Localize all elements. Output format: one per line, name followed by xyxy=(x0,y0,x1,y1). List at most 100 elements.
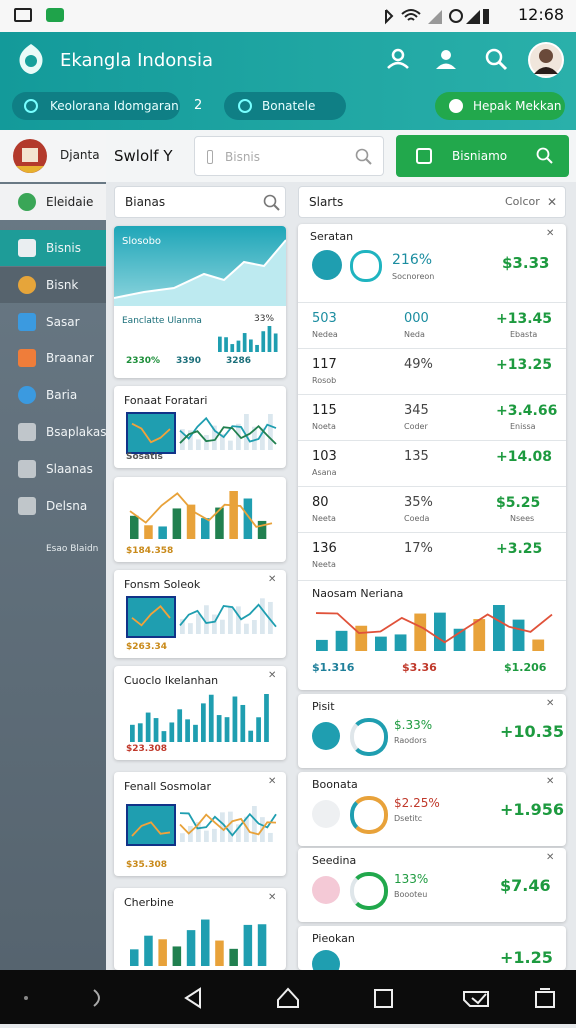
header: Ekangla Indonsia Keolorana Idomgaran 2 B… xyxy=(0,32,576,130)
decor-bar xyxy=(228,440,233,450)
sidebar-item[interactable]: Sasar xyxy=(0,304,106,340)
list-row[interactable]: 117 Rosob 49% +13.25 xyxy=(298,348,566,395)
sidebar-item[interactable]: Slaanas xyxy=(0,451,106,487)
chart-card[interactable]: Cherbine ✕ xyxy=(114,888,286,970)
sidebar-item[interactable]: Braanar xyxy=(0,340,106,376)
list-row[interactable]: 136 Neeta 17% +3.25 xyxy=(298,532,566,579)
list-row[interactable]: 103 Asana 135 +14.08 xyxy=(298,440,566,487)
row-c1-sub: Noeta xyxy=(312,422,336,431)
list-title: Seratan xyxy=(310,230,354,243)
row-c3: +13.25 xyxy=(496,357,553,373)
stat-card[interactable]: Seedina ✕ 133% Boooteu $7.46 xyxy=(298,848,566,922)
decor-bar xyxy=(130,724,135,742)
row-c2-sub: Coeda xyxy=(404,514,430,523)
decor xyxy=(463,991,489,1007)
stat-card[interactable]: Pisit ✕ $.33% Raodors +10.35 xyxy=(298,694,566,768)
sidebar-icon xyxy=(18,193,36,211)
mini-chart xyxy=(179,806,277,842)
close-icon[interactable]: ✕ xyxy=(268,776,277,787)
chart-card[interactable]: Slosobo Eanclatte Ulanma 33% 2330% 3390 3286 xyxy=(114,226,286,378)
sidebar-icon xyxy=(18,349,36,368)
stat-icon xyxy=(312,800,340,828)
list-row[interactable]: 503 Nedea 000 Neda +13.45 Ebasta xyxy=(298,302,566,349)
chart-card[interactable]: Fenall Sosmolar ✕ $35.308 xyxy=(114,772,286,876)
decor-bar xyxy=(196,439,201,450)
decor-bar xyxy=(232,696,238,742)
decor-bar xyxy=(252,426,257,450)
clock: 12:68 xyxy=(518,5,565,24)
stat-card[interactable]: Pieokan +1.25 xyxy=(298,926,566,970)
card-stat: 3286 xyxy=(226,356,252,366)
tab[interactable]: Bonatele xyxy=(224,92,346,120)
close-icon[interactable]: ✕ xyxy=(546,698,555,709)
close-icon[interactable]: ✕ xyxy=(546,852,555,863)
card-title: Cherbine xyxy=(124,896,174,909)
close-icon[interactable]: ✕ xyxy=(546,228,555,239)
decor-line xyxy=(179,603,277,628)
card-caption: $23.308 xyxy=(126,744,167,754)
list-row[interactable]: 115 Noeta 345 Coder +3.4.66 Enissa xyxy=(298,394,566,441)
card-title: Seedina xyxy=(312,854,357,867)
search-box[interactable]: Bisnis xyxy=(194,136,384,176)
stat-card[interactable]: Boonata ✕ $2.25% Dsetitc +1.956 xyxy=(298,772,566,846)
sidebar-item[interactable]: Bsaplakas xyxy=(0,414,107,450)
sidebar-item[interactable]: Delsna xyxy=(0,488,106,524)
tab-label: Keolorana Idomgaran xyxy=(50,99,179,113)
decor-bar xyxy=(493,605,505,651)
header-icons[interactable] xyxy=(384,46,514,74)
avatar[interactable] xyxy=(528,42,564,78)
close-icon[interactable]: ✕ xyxy=(268,892,277,903)
filter-label[interactable]: Colcor xyxy=(505,195,540,208)
decor-bar xyxy=(260,427,265,450)
decor-bar xyxy=(130,515,139,539)
nav-icons[interactable] xyxy=(0,970,576,1024)
chart-card[interactable]: Cuoclo Ikelanhan ✕ $23.308 xyxy=(114,666,286,760)
search-button[interactable]: Bisniamo xyxy=(396,135,569,177)
chart-label: $3.36 xyxy=(402,661,437,674)
sidebar-user[interactable]: Djanta xyxy=(0,130,106,182)
sidebar-footer[interactable]: Esao Blaidn xyxy=(46,544,99,554)
sidebar-item[interactable]: Bisnis xyxy=(0,230,106,266)
sidebar-item[interactable]: Baria xyxy=(0,377,106,413)
row-c3: $5.25 xyxy=(496,495,541,511)
sidebar-item[interactable]: Bisnk xyxy=(0,266,106,303)
decor xyxy=(25,55,37,67)
close-icon[interactable]: ✕ xyxy=(547,195,558,209)
stat-icon xyxy=(312,950,340,970)
decor-bar xyxy=(228,606,233,634)
card-title: Pisit xyxy=(312,700,335,713)
decor xyxy=(273,204,280,211)
sidebar-icon xyxy=(18,496,36,515)
action-button[interactable]: Hepak Mekkan xyxy=(435,92,565,120)
close-icon[interactable]: ✕ xyxy=(268,670,277,681)
mini-chart xyxy=(130,919,267,966)
close-icon[interactable]: ✕ xyxy=(546,776,555,787)
decor-bar xyxy=(243,498,253,539)
chart-card[interactable]: Fonaat Foratari Sosatis xyxy=(114,386,286,468)
panel-search[interactable]: Slarts Colcor ✕ xyxy=(298,186,566,218)
decor-bar xyxy=(180,619,185,634)
decor-bar xyxy=(193,724,198,742)
decor xyxy=(539,49,553,63)
chart-card[interactable]: Fonsm Soleok ✕ $263.34 xyxy=(114,570,286,658)
decor-bar xyxy=(414,613,427,651)
row-c3: +3.4.66 xyxy=(496,403,558,419)
row-c1: 115 xyxy=(312,403,337,418)
decor-bar xyxy=(268,414,273,450)
tab[interactable]: Keolorana Idomgaran xyxy=(12,92,180,120)
row-c2: 17% xyxy=(404,541,433,556)
decor-bar xyxy=(220,433,225,450)
sidebar-item[interactable]: Eleidaie xyxy=(0,184,106,220)
panel-search[interactable]: Bianas xyxy=(114,186,286,218)
close-icon[interactable]: ✕ xyxy=(268,574,277,585)
mini-chart xyxy=(131,422,171,444)
action-label: Hepak Mekkan xyxy=(473,99,562,113)
sidebar-icon xyxy=(18,312,36,331)
decor xyxy=(416,148,432,164)
stat-percent: $.33% xyxy=(394,718,433,732)
list-row[interactable]: 80 Neeta 35% Coeda $5.25 Nsees xyxy=(298,486,566,533)
row-c1-sub: Neeta xyxy=(312,514,336,523)
row-percent: 216% xyxy=(392,252,433,268)
chart-card[interactable]: $184.358 xyxy=(114,477,286,562)
